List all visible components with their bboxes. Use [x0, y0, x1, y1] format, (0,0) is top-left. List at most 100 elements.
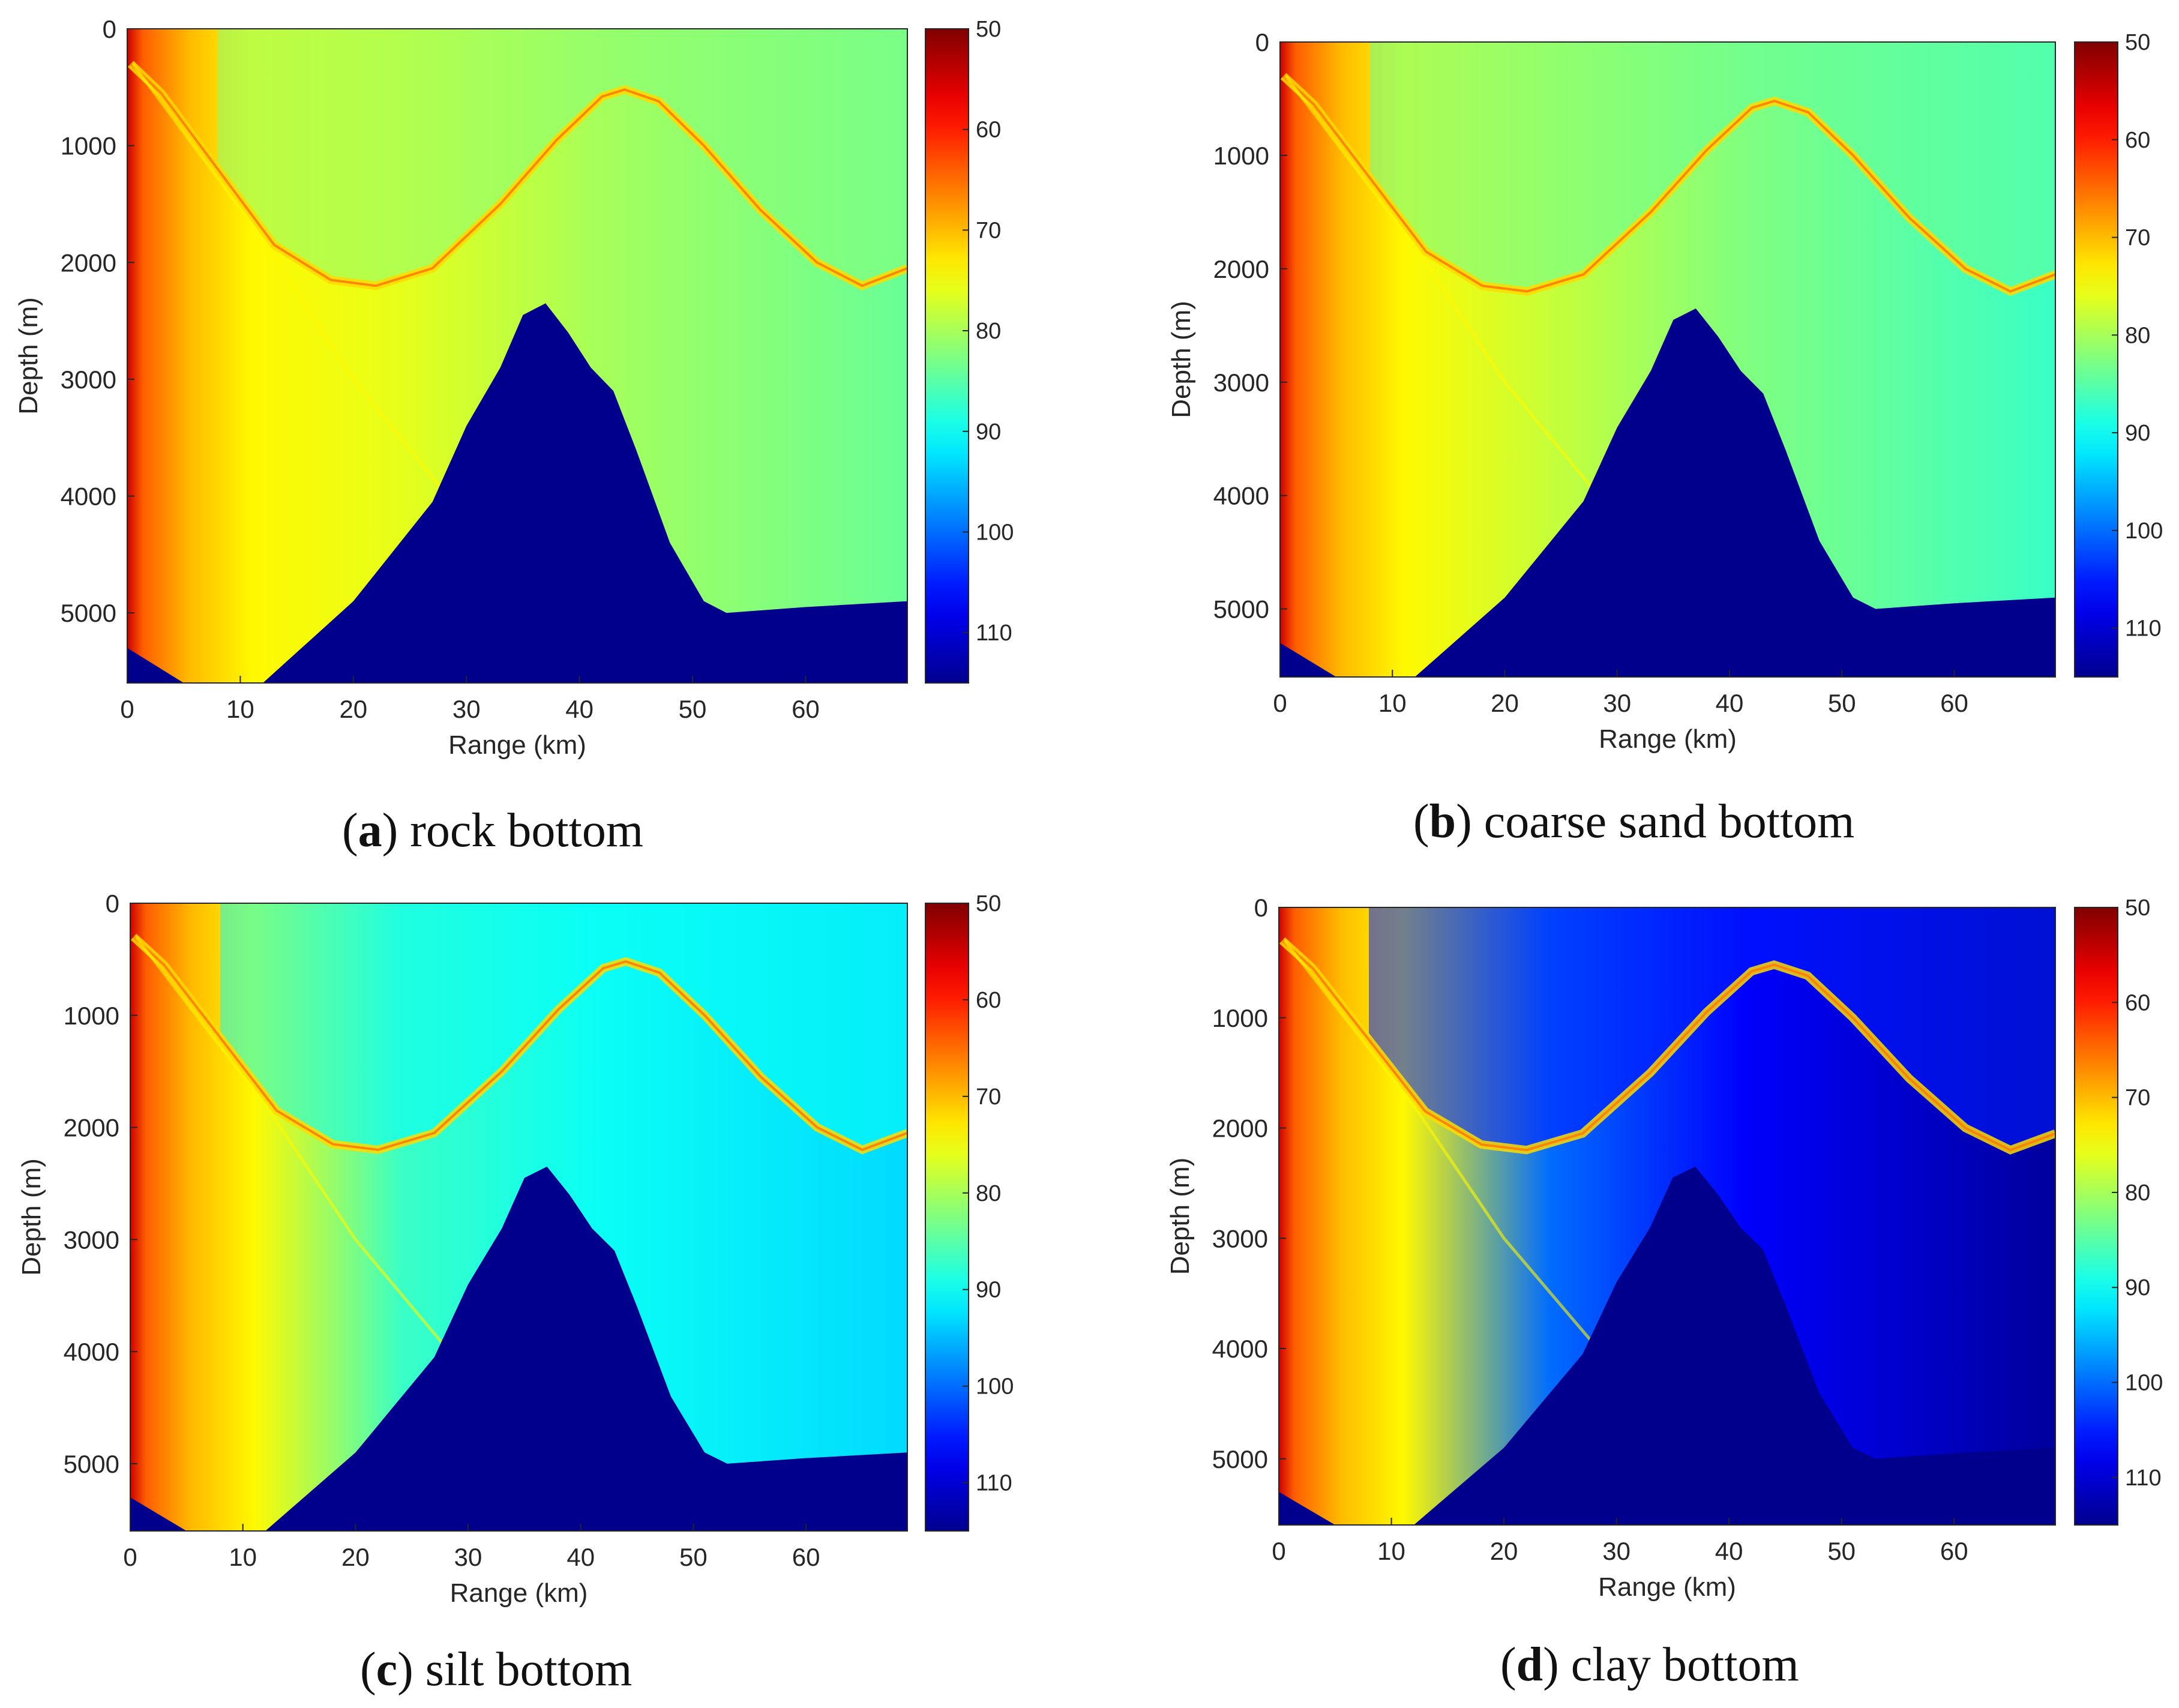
x-tick-label: 20: [1490, 1537, 1518, 1565]
heatmap-plot-area: 0 10 20 30 40 50 60 0 1000 2000 3000 4000 5000: [64, 889, 908, 1571]
caustic-core: [130, 62, 907, 287]
y-tick-label: 5000: [1212, 1445, 1268, 1473]
x-tick-label: 40: [1716, 689, 1744, 717]
y-tick-label: 3000: [1213, 368, 1269, 397]
colorbar-tick-label: 100: [2125, 519, 2163, 544]
seabed: [127, 303, 907, 683]
x-tick-label: 60: [792, 695, 820, 723]
y-tick-label: 3000: [64, 1225, 119, 1254]
colorbar-tick-label: 50: [976, 17, 1001, 42]
colorbar-tick-label: 100: [2125, 1371, 2163, 1396]
colorbar-tick-label: 90: [976, 419, 1001, 445]
colorbar-tick-label: 80: [976, 319, 1001, 344]
panel-b: 0 10 20 30 40 50 60 0 1000 2000 3000 4000 5000 50 60 7…: [1167, 28, 2163, 848]
y-tick-label: 0: [103, 15, 116, 43]
x-tick-label: 40: [565, 695, 594, 723]
x-tick-label: 10: [226, 695, 254, 723]
panel-caption: (c) silt bottom: [360, 1643, 632, 1696]
colorbar: 50 60 70 80 90 100 110: [925, 17, 1014, 684]
caption-letter: a: [358, 804, 382, 857]
colorbar-tick-label: 80: [2125, 1180, 2150, 1206]
caustic-core: [1281, 939, 2055, 1152]
shadow-zone: [217, 29, 907, 286]
y-tick-label: 2000: [61, 248, 116, 277]
y-tick-label: 0: [1254, 894, 1268, 922]
colorbar-tick-label: 100: [976, 1374, 1014, 1400]
y-tick-label: 0: [106, 889, 119, 918]
panel-caption: (b) coarse sand bottom: [1413, 795, 1854, 848]
colorbar-tick-label: 110: [976, 1471, 1012, 1496]
x-tick-label: 50: [1827, 1537, 1856, 1565]
caption-letter: c: [376, 1643, 398, 1696]
heatmap-plot-area: 0 10 20 30 40 50 60 0 1000 2000 3000 4000 5000: [1212, 894, 2056, 1565]
shadow-zone: [1369, 42, 2055, 292]
direct-ray: [134, 936, 469, 1376]
colorbar-tick-label: 90: [976, 1278, 1001, 1303]
heatmap-plot-area: 0 10 20 30 40 50 60 0 1000 2000 3000 4000 5000: [1213, 28, 2056, 717]
caption-text: rock bottom: [398, 804, 643, 857]
panel-d: 0 10 20 30 40 50 60 0 1000 2000 3000 4000 5000 50 60 7…: [1165, 894, 2163, 1691]
colorbar-tick-label: 50: [976, 891, 1001, 916]
x-axis-label: Range (km): [1599, 724, 1737, 754]
x-tick-label: 20: [339, 695, 367, 723]
x-tick-label: 50: [1828, 689, 1856, 717]
colorbar-tick-label: 80: [976, 1181, 1001, 1206]
caption-letter: b: [1429, 795, 1456, 848]
y-tick-label: 2000: [1213, 255, 1269, 283]
x-tick-label: 60: [792, 1543, 820, 1571]
x-tick-label: 40: [567, 1543, 595, 1571]
heatmap-plot-area: 0 10 20 30 40 50 60 0 1000 2000 3000 4000 5000: [61, 15, 908, 723]
shadow-zone: [1369, 907, 2055, 1150]
x-tick-label: 30: [452, 695, 481, 723]
y-tick-label: 4000: [61, 483, 116, 511]
panel-c: 0 10 20 30 40 50 60 0 1000 2000 3000 4000 5000 50 60 7…: [17, 889, 1014, 1696]
x-tick-label: 0: [1273, 689, 1287, 717]
y-axis-label: Depth (m): [1167, 301, 1196, 418]
x-tick-label: 0: [1272, 1537, 1285, 1565]
colorbar-tick-label: 80: [2125, 323, 2150, 348]
caption-text: coarse sand bottom: [1472, 795, 1855, 848]
x-tick-label: 30: [454, 1543, 482, 1571]
y-tick-label: 5000: [1213, 595, 1269, 624]
panel-caption: (d) clay bottom: [1500, 1638, 1799, 1691]
x-axis-label: Range (km): [1598, 1572, 1736, 1602]
direct-ray: [131, 62, 468, 521]
y-axis-label: Depth (m): [1165, 1158, 1195, 1275]
colorbar-tick-label: 60: [2125, 990, 2150, 1015]
colorbar-tick-label: 50: [2125, 895, 2150, 921]
y-tick-label: 4000: [64, 1338, 119, 1366]
colorbar-tick-label: 70: [976, 218, 1001, 243]
x-tick-label: 0: [123, 1543, 137, 1571]
y-tick-label: 4000: [1213, 482, 1269, 510]
direct-ray: [1284, 75, 1618, 520]
x-tick-label: 30: [1603, 689, 1631, 717]
caustic-core: [133, 936, 907, 1152]
axes-frame: [127, 28, 908, 684]
y-tick-label: 3000: [1212, 1224, 1268, 1252]
y-axis-label: Depth (m): [17, 1158, 46, 1276]
y-tick-label: 5000: [61, 599, 116, 627]
y-tick-label: 4000: [1212, 1335, 1268, 1363]
colorbar: 50 60 70 80 90 100 110: [2074, 30, 2163, 678]
y-tick-label: 1000: [1213, 142, 1269, 170]
x-tick-label: 30: [1602, 1537, 1630, 1565]
x-axis-label: Range (km): [450, 1578, 588, 1608]
x-tick-label: 10: [229, 1543, 257, 1571]
colorbar: 50 60 70 80 90 100 110: [925, 891, 1014, 1532]
x-tick-label: 60: [1940, 689, 1968, 717]
colorbar-gradient: [2074, 907, 2118, 1526]
seabed: [1280, 308, 2055, 677]
axes-frame: [1278, 907, 2056, 1526]
colorbar-tick-label: 60: [2125, 128, 2150, 153]
colorbar-tick-label: 90: [2125, 1275, 2150, 1301]
x-tick-label: 10: [1378, 689, 1407, 717]
colorbar-tick-label: 60: [976, 118, 1001, 143]
colorbar-tick-label: 70: [976, 1084, 1001, 1110]
colorbar-tick-label: 60: [976, 988, 1001, 1013]
colorbar-tick-label: 100: [976, 520, 1014, 545]
y-tick-label: 1000: [1212, 1004, 1268, 1032]
caption-text: silt bottom: [413, 1643, 633, 1696]
x-tick-label: 10: [1377, 1537, 1405, 1565]
colorbar-tick-label: 110: [2125, 1466, 2162, 1491]
